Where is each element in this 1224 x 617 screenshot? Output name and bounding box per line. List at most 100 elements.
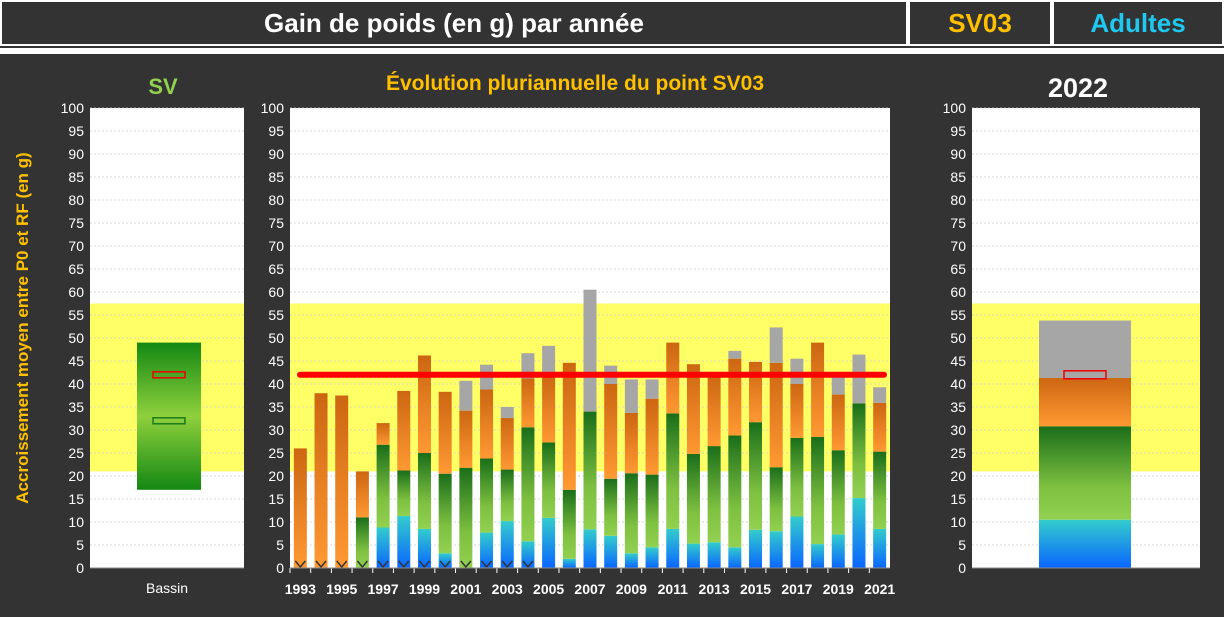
bar-2022-orange-segment (1039, 378, 1131, 427)
mid-y-tick: 0 (276, 560, 284, 576)
mid-y-tick: 85 (268, 169, 284, 185)
bar-2002-blue-segment (480, 532, 494, 568)
mid-x-label: 1999 (409, 581, 440, 597)
bar-2013-blue-segment (707, 542, 721, 568)
left-y-tick: 60 (68, 284, 84, 300)
bar-2000-green-segment (438, 473, 452, 554)
bar-2016-green-segment (769, 467, 783, 532)
chart-title: Gain de poids (en g) par année (0, 0, 908, 46)
mid-y-tick: 55 (268, 307, 284, 323)
bar-2019-gray-segment (831, 374, 845, 395)
bar-1998-orange-segment (397, 390, 411, 471)
bar-2012-orange-segment (686, 364, 700, 454)
bar-2014-blue-segment (728, 547, 742, 568)
left-green-marker (152, 417, 186, 425)
left-y-tick: 75 (68, 215, 84, 231)
left-y-tick: 80 (68, 192, 84, 208)
bar-2022-blue-segment (1039, 519, 1131, 568)
mid-x-label: 2021 (864, 581, 895, 597)
mid-subtitle: Évolution pluriannuelle du point SV03 (386, 72, 764, 95)
left-y-tick: 65 (68, 261, 84, 277)
bar-2010-green-segment (645, 474, 659, 548)
bar-1997-blue-segment (376, 527, 390, 568)
bar-2016-blue-segment (769, 531, 783, 568)
bar-2021-blue-segment (873, 528, 887, 568)
bar-2005-orange-segment (542, 374, 556, 443)
bar-2018-blue-segment (811, 544, 825, 568)
left-subtitle: SV (148, 74, 178, 99)
mid-x-label: 2009 (616, 581, 647, 597)
bar-2006-green-segment (562, 489, 576, 559)
right-y-tick: 65 (950, 261, 966, 277)
left-y-tick: 85 (68, 169, 84, 185)
right-y-tick: 95 (950, 123, 966, 139)
bar-2001-green-segment (459, 467, 473, 568)
bar-2015-green-segment (749, 422, 763, 530)
left-y-tick: 5 (76, 537, 84, 553)
left-y-tick: 30 (68, 422, 84, 438)
bar-1997-orange-segment (376, 423, 390, 445)
mid-y-tick: 45 (268, 353, 284, 369)
right-y-tick: 25 (950, 445, 966, 461)
bar-2010-blue-segment (645, 547, 659, 568)
bar-2009-gray-segment (624, 379, 638, 413)
header-divider (0, 48, 1224, 54)
mid-x-label: 2007 (574, 581, 605, 597)
y-axis-label: Accroissement moyen entre P0 et RF (en g… (13, 152, 32, 503)
left-y-tick: 25 (68, 445, 84, 461)
bar-2008-green-segment (604, 478, 618, 536)
bar-2004-green-segment (521, 427, 535, 542)
bar-2003-green-segment (500, 469, 514, 522)
bar-2005-blue-segment (542, 517, 556, 568)
bar-1995-orange-segment (335, 395, 349, 568)
bar-1993-orange-segment (293, 448, 307, 568)
left-y-tick: 10 (68, 514, 84, 530)
left-y-tick: 95 (68, 123, 84, 139)
bar-2001-orange-segment (459, 410, 473, 468)
right-y-tick: 60 (950, 284, 966, 300)
bar-2017-orange-segment (790, 384, 804, 438)
bar-2012-blue-segment (686, 543, 700, 568)
bar-2020-blue-segment (852, 498, 866, 568)
bar-2015-orange-segment (749, 361, 763, 423)
bar-2015-blue-segment (749, 529, 763, 568)
bar-2017-gray-segment (790, 358, 804, 384)
bar-1998-blue-segment (397, 516, 411, 568)
mid-x-label: 2005 (533, 581, 564, 597)
left-y-tick: 70 (68, 238, 84, 254)
bar-2019-orange-segment (831, 394, 845, 451)
mid-x-label: 1993 (285, 581, 316, 597)
mid-y-tick: 30 (268, 422, 284, 438)
right-y-tick: 35 (950, 399, 966, 415)
mid-y-tick: 5 (276, 537, 284, 553)
site-label: SV03 (908, 0, 1052, 46)
bar-2021-orange-segment (873, 402, 887, 452)
bar-2020-gray-segment (852, 354, 866, 404)
bar-2012-green-segment (686, 453, 700, 544)
right-y-tick: 10 (950, 514, 966, 530)
bar-2014-gray-segment (728, 350, 742, 359)
left-y-tick: 35 (68, 399, 84, 415)
left-y-tick: 100 (61, 100, 85, 116)
right-y-tick: 0 (958, 560, 966, 576)
bar-2011-orange-segment (666, 342, 680, 414)
bar-2002-green-segment (480, 458, 494, 533)
bar-2008-blue-segment (604, 535, 618, 568)
right-y-tick: 15 (950, 491, 966, 507)
bar-2011-green-segment (666, 413, 680, 529)
left-y-tick: 90 (68, 146, 84, 162)
mid-y-tick: 100 (261, 100, 285, 116)
right-y-tick: 20 (950, 468, 966, 484)
bar-2009-blue-segment (624, 553, 638, 568)
mid-y-tick: 70 (268, 238, 284, 254)
mid-x-label: 1995 (326, 581, 357, 597)
bar-1999-blue-segment (417, 528, 431, 568)
group-label: Adultes (1052, 0, 1224, 46)
left-y-tick: 15 (68, 491, 84, 507)
bar-1996-green-segment (355, 517, 369, 568)
bar-2013-orange-segment (707, 374, 721, 447)
mid-y-tick: 20 (268, 468, 284, 484)
left-y-tick: 45 (68, 353, 84, 369)
bar-2001-gray-segment (459, 380, 473, 411)
bar-2017-blue-segment (790, 516, 804, 568)
